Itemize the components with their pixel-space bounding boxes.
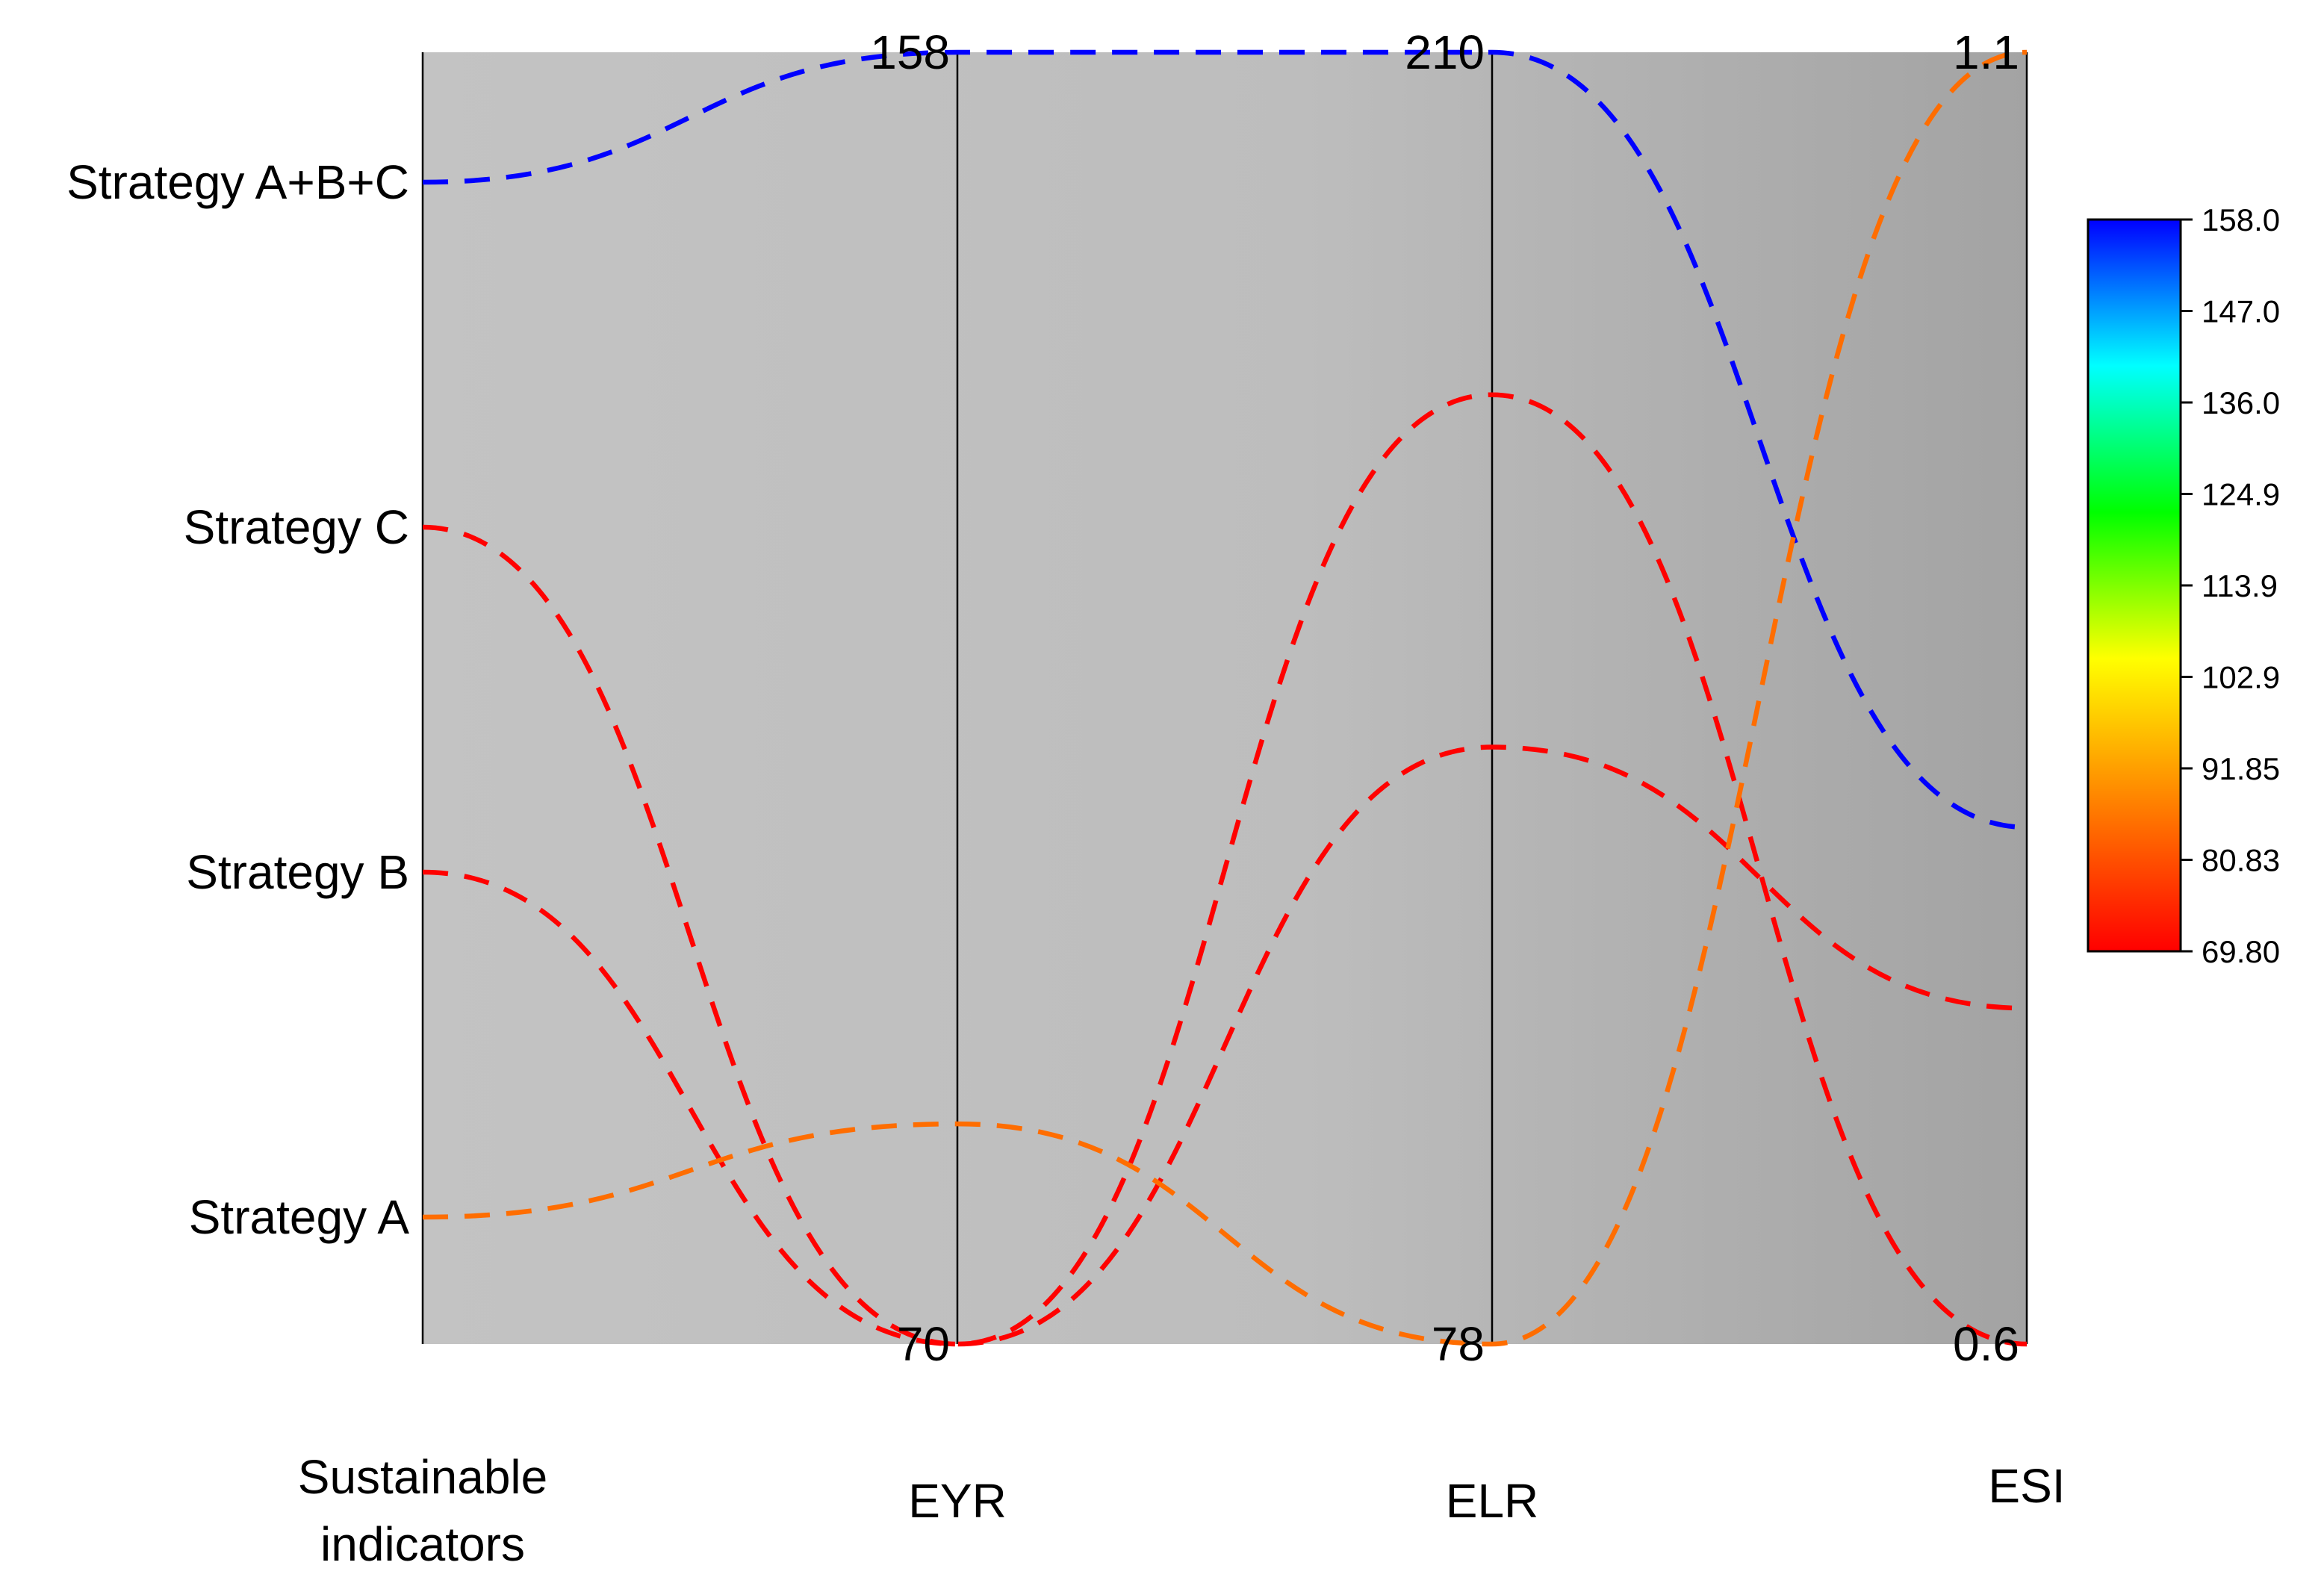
colorbar-gradient	[2087, 218, 2182, 953]
strategy-labels: Strategy A+B+C Strategy C Strategy B Strate…	[66, 155, 409, 1244]
axis-names: Sustainable indicators EYR ELR ESI	[298, 1450, 2066, 1571]
colorbar-tick-label: 124.9	[2202, 477, 2280, 512]
colorbar-tick-label: 102.9	[2202, 660, 2280, 695]
axis-tick-labels: 158 70 210 78 1.1 0.6	[870, 25, 2019, 1371]
series-curves	[422, 49, 2028, 1347]
tick-label-esi-min: 0.6	[1953, 1317, 2019, 1371]
tick-label-eyr-min: 70	[897, 1317, 950, 1371]
axis-name-eyr: EYR	[908, 1474, 1007, 1528]
category-label-strategy-a-b-c: Strategy A+B+C	[66, 155, 409, 209]
axis-name-sustainable-indicators-line-2: indicators	[320, 1517, 525, 1571]
colorbar: 158.0 147.0 136.0 124.9 113.9 102.9 91.85 80.83…	[2087, 202, 2280, 969]
axis-name-sustainable-indicators-line-1: Sustainable	[298, 1450, 547, 1504]
colorbar-tick-label: 69.80	[2202, 934, 2280, 969]
colorbar-tick-label: 113.9	[2202, 568, 2278, 603]
axis-lines	[421, 52, 2028, 1344]
tick-label-elr-min: 78	[1432, 1317, 1485, 1371]
category-label-strategy-c: Strategy C	[184, 500, 409, 554]
category-label-strategy-a: Strategy A	[189, 1190, 410, 1244]
tick-label-esi-max: 1.1	[1953, 25, 2019, 79]
series-curve-strategy-a	[422, 49, 2028, 1347]
colorbar-tick-label: 158.0	[2202, 202, 2280, 237]
series-curve-strategy-c	[422, 392, 2028, 1347]
colorbar-tick-label: 147.0	[2202, 294, 2280, 329]
tick-label-eyr-max: 158	[870, 25, 950, 79]
axis-name-elr: ELR	[1446, 1474, 1539, 1528]
colorbar-tick-label: 91.85	[2202, 751, 2280, 786]
category-label-strategy-b: Strategy B	[186, 845, 409, 899]
plot-background	[423, 52, 2027, 1344]
tick-label-elr-max: 210	[1405, 25, 1485, 79]
series-curve-strategy-a-b-c	[422, 49, 2028, 830]
colorbar-tick-label: 136.0	[2202, 385, 2280, 420]
axis-name-esi: ESI	[1988, 1459, 2065, 1513]
colorbar-tick-label: 80.83	[2202, 843, 2280, 878]
